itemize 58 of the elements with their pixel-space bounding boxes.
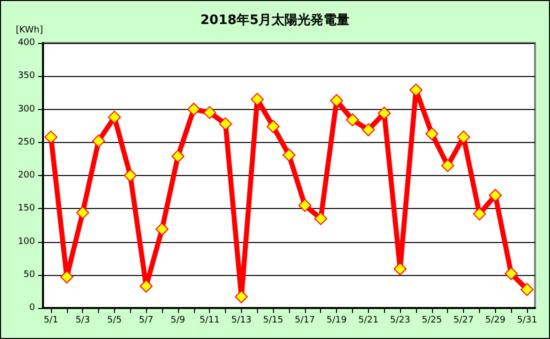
x-tick-label: 5/9: [170, 316, 186, 326]
x-tick-label: 5/3: [75, 316, 90, 326]
point: [472, 207, 486, 220]
y-tick-label: 300: [18, 104, 36, 114]
y-axis-title: [KWh]: [16, 26, 43, 36]
y-tick-label: 100: [18, 236, 36, 247]
point: [298, 198, 312, 212]
y-tick-label: 200: [18, 170, 36, 180]
point: [187, 102, 200, 116]
y-tick-label: 150: [18, 204, 36, 214]
point: [140, 280, 153, 293]
x-tick-label: 5/11: [200, 316, 220, 326]
x-tick-label: 5/21: [358, 316, 378, 326]
y-tick-label: 350: [18, 71, 36, 82]
x-tick-label: 5/23: [390, 316, 410, 326]
x-tick-label: 5/27: [453, 316, 474, 326]
point: [457, 130, 470, 144]
point: [234, 290, 248, 304]
x-tick-label: 5/31: [516, 316, 538, 326]
point: [156, 222, 169, 236]
point: [76, 206, 90, 220]
x-tick-label: 5/25: [422, 316, 442, 326]
point: [520, 282, 534, 296]
y-tick-label: 0: [29, 303, 36, 313]
chart-title: 2018年5月太陽光発電量: [200, 13, 350, 28]
y-tick-label: 400: [18, 38, 36, 48]
point: [124, 169, 137, 182]
point: [44, 130, 58, 144]
point: [441, 159, 454, 172]
x-tick-label: 5/15: [263, 316, 284, 326]
point: [504, 267, 518, 280]
point: [378, 106, 391, 120]
y-tick-label: 50: [24, 270, 36, 280]
x-tick-label: 5/7: [138, 316, 154, 326]
point: [409, 84, 422, 97]
x-tick-label: 5/5: [107, 316, 122, 326]
point: [362, 123, 375, 136]
point: [394, 262, 407, 276]
point: [330, 94, 344, 108]
point: [203, 106, 216, 120]
point: [266, 120, 280, 133]
x-tick-label: 5/13: [231, 316, 252, 326]
point: [250, 92, 264, 106]
x-tick-label: 5/19: [326, 316, 347, 326]
point: [219, 117, 232, 130]
point: [314, 212, 328, 226]
point: [282, 148, 296, 162]
point: [425, 127, 438, 140]
x-tick-label: 5/1: [44, 316, 58, 326]
point: [60, 270, 74, 284]
point: [488, 188, 502, 202]
point: [92, 134, 106, 148]
x-tick-label: 5/17: [294, 316, 315, 326]
point: [108, 110, 121, 124]
point: [171, 150, 184, 163]
point: [346, 113, 359, 126]
x-tick-label: 5/29: [485, 316, 506, 326]
y-tick-label: 250: [18, 137, 36, 148]
